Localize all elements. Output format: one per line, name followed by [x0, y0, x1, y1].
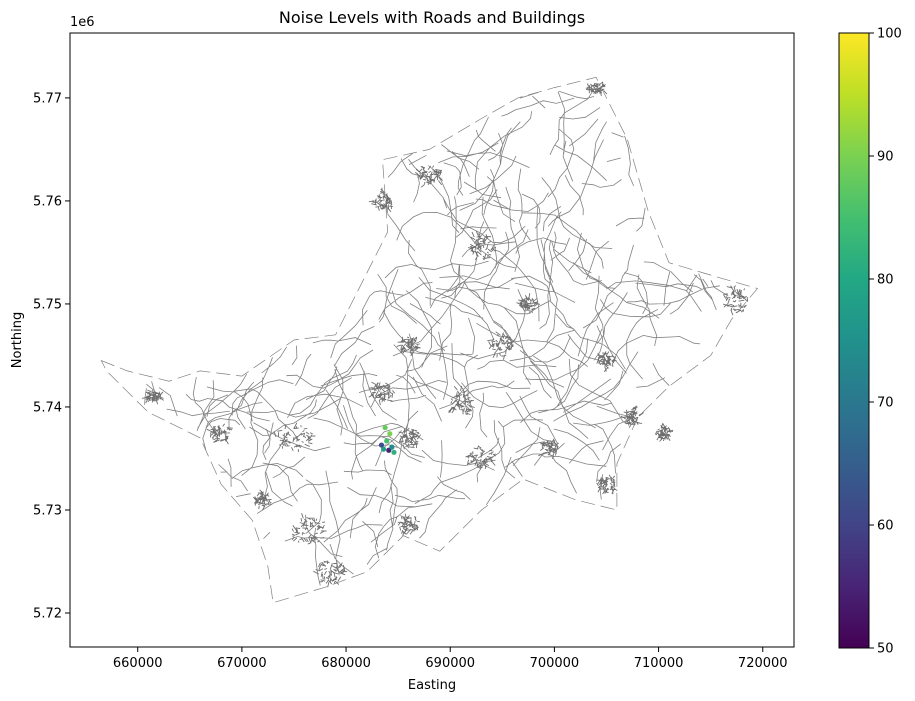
building-marks: [596, 474, 618, 495]
town-cluster: [206, 423, 233, 445]
plot-area: [100, 76, 759, 604]
building-marks: [596, 351, 617, 372]
x-tick-label: 700000: [530, 656, 580, 671]
building-marks: [538, 438, 559, 459]
town-cluster: [396, 336, 421, 357]
building-marks: [398, 427, 422, 450]
x-tick-label: 690000: [425, 656, 475, 671]
town-cluster: [465, 445, 496, 470]
colorbar-tick-label: 60: [877, 519, 894, 534]
y-tick-label: 5.75: [33, 297, 62, 312]
building-marks: [465, 445, 496, 470]
building-marks: [313, 560, 348, 588]
road-network: [100, 76, 759, 604]
town-cluster: [596, 474, 618, 495]
colorbar: 50 60 70 80 90 100: [838, 27, 902, 657]
noise-point: [384, 438, 390, 444]
y-axis-ticks: 5.72 5.73 5.74 5.75 5.76 5.77: [33, 91, 70, 622]
colorbar-tick-label: 80: [877, 273, 894, 288]
town-cluster: [273, 422, 316, 453]
town-cluster: [620, 405, 644, 428]
noise-point: [378, 442, 385, 448]
y-axis-label: Northing: [10, 312, 25, 368]
town-cluster: [141, 389, 164, 405]
colorbar-ticks: 50 60 70 80 90 100: [869, 27, 902, 657]
building-marks: [141, 389, 164, 405]
chart-title: Noise Levels with Roads and Buildings: [279, 8, 585, 27]
building-marks: [468, 231, 497, 261]
y-tick-label: 5.77: [33, 91, 62, 106]
building-marks: [397, 513, 420, 536]
x-tick-label: 710000: [634, 656, 684, 671]
colorbar-gradient: [838, 32, 870, 649]
x-tick-label: 720000: [738, 656, 788, 671]
building-marks: [487, 331, 516, 360]
building-marks: [516, 293, 541, 314]
colorbar-tick-label: 90: [877, 150, 894, 165]
building-clusters: [141, 81, 749, 588]
town-cluster: [516, 293, 541, 314]
town-cluster: [722, 285, 749, 316]
noise-point: [382, 424, 388, 431]
noise-point: [387, 431, 393, 437]
town-cluster: [487, 331, 516, 360]
x-axis-label: Easting: [408, 678, 456, 693]
building-marks: [273, 422, 316, 453]
y-axis-offset-label: 1e6: [70, 15, 95, 30]
town-cluster: [538, 438, 559, 459]
town-cluster: [252, 489, 272, 511]
boundary-roads: [100, 76, 759, 604]
colorbar-tick-label: 70: [877, 396, 894, 411]
town-cluster: [655, 422, 674, 442]
building-marks: [206, 423, 233, 445]
x-tick-label: 670000: [217, 656, 267, 671]
building-marks: [585, 81, 608, 96]
building-marks: [368, 187, 393, 213]
noise-point: [380, 446, 387, 452]
y-tick-label: 5.74: [33, 400, 62, 415]
building-marks: [291, 513, 327, 545]
road-lines: [144, 84, 729, 586]
town-cluster: [368, 187, 393, 213]
noise-point: [391, 449, 397, 455]
colorbar-tick-label: 100: [877, 27, 902, 42]
town-cluster: [397, 513, 420, 536]
building-marks: [655, 422, 674, 442]
town-cluster: [596, 351, 617, 372]
x-tick-label: 660000: [113, 656, 163, 671]
building-marks: [252, 489, 272, 511]
x-tick-label: 680000: [321, 656, 371, 671]
y-tick-label: 5.76: [33, 194, 62, 209]
town-cluster: [585, 81, 608, 96]
town-cluster: [313, 560, 348, 588]
building-marks: [396, 336, 421, 357]
town-cluster: [291, 513, 327, 545]
building-marks: [415, 165, 443, 188]
building-marks: [620, 405, 644, 428]
town-cluster: [398, 427, 422, 450]
noise-point: [389, 444, 395, 450]
y-tick-label: 5.73: [33, 503, 62, 518]
town-cluster: [468, 231, 497, 261]
building-marks: [448, 385, 475, 416]
plot-frame: [69, 32, 795, 648]
y-tick-label: 5.72: [33, 607, 62, 622]
colorbar-tick-label: 50: [877, 642, 894, 657]
building-marks: [368, 381, 396, 406]
building-marks: [722, 285, 749, 316]
x-axis-ticks: 660000 670000 680000 690000 700000 710000 7200…: [113, 647, 788, 671]
town-cluster: [415, 165, 443, 188]
noise-points: [378, 424, 397, 455]
town-cluster: [448, 385, 475, 416]
town-cluster: [368, 381, 396, 406]
